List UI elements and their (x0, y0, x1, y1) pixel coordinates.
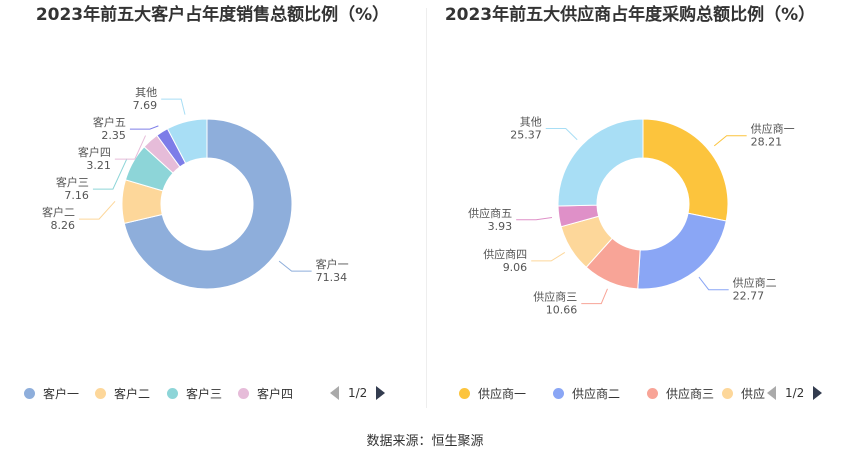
legend-item[interactable]: 客户四 (238, 383, 293, 403)
slice-value-label: 7.16 (64, 189, 89, 202)
slice-value-label: 3.93 (488, 220, 512, 233)
label-leader-line (581, 288, 608, 305)
legend-label: 客户四 (257, 386, 294, 401)
legend-item[interactable]: 供应商三 (647, 383, 714, 403)
label-leader-line (129, 125, 159, 130)
legend-label: 客户二 (114, 386, 151, 401)
legend-label: 供应商三 (666, 386, 715, 401)
slice-label: 供应商二 (733, 276, 777, 290)
label-leader-line (545, 128, 578, 141)
slice-label: 其他 (520, 116, 542, 129)
chart-legend: 供应商一 供应商二 供应商三 供应 1/2 (425, 383, 850, 405)
chart-title: 2023年前五大供应商占年度采购总额比例（%） (444, 5, 816, 25)
donut-slice-1[interactable] (123, 118, 293, 290)
legend-item[interactable]: 供应 (722, 383, 765, 403)
data-source-note: 数据来源：恒生聚源 (366, 434, 484, 449)
slice-value-label: 8.26 (51, 219, 76, 232)
slice-value-label: 10.66 (546, 304, 578, 317)
slice-label: 客户一 (316, 257, 349, 271)
slice-value-label: 28.21 (751, 136, 783, 149)
legend-prev-page-icon[interactable] (767, 386, 776, 400)
slice-label: 客户二 (42, 205, 75, 219)
slice-value-label: 22.77 (733, 290, 765, 303)
label-leader-line (698, 276, 729, 291)
slice-label: 客户三 (56, 175, 89, 189)
legend-dot-icon (24, 387, 35, 399)
slice-label: 客户五 (93, 115, 126, 129)
slice-label: 供应商五 (468, 206, 512, 220)
legend-dot-icon (95, 387, 106, 399)
legend-label: 供应商二 (572, 386, 621, 401)
slice-value-label: 7.69 (133, 99, 158, 112)
chart-title: 2023年前五大客户占年度销售总额比例（%） (35, 5, 390, 25)
legend-label: 供应 (741, 386, 766, 401)
legend-pager: 1/2 (767, 383, 823, 403)
legend-label: 供应商一 (478, 386, 527, 401)
legend-item[interactable]: 供应商二 (553, 383, 620, 403)
legend-item[interactable]: 客户一 (24, 383, 79, 403)
slice-value-label: 25.37 (510, 129, 542, 142)
legend-prev-page-icon[interactable] (330, 386, 339, 400)
donut-slice-6[interactable] (557, 118, 644, 207)
label-leader-line (531, 252, 566, 262)
slice-label: 供应商一 (751, 122, 795, 136)
label-leader-line (278, 260, 312, 272)
slice-label: 供应商四 (483, 247, 527, 261)
label-leader-line (92, 158, 128, 190)
legend-item[interactable]: 客户三 (167, 383, 222, 403)
donut-slice-2[interactable] (637, 212, 727, 290)
legend-page-indicator: 1/2 (785, 386, 805, 400)
slice-value-label: 3.21 (86, 159, 111, 172)
legend-pager: 1/2 (330, 383, 386, 403)
legend-page-indicator: 1/2 (348, 386, 368, 400)
legend-dot-icon (238, 387, 249, 399)
label-leader-line (516, 216, 553, 221)
legend-dot-icon (722, 387, 733, 399)
slice-value-label: 9.06 (503, 261, 527, 274)
legend-dot-icon (459, 387, 470, 399)
label-leader-line (114, 135, 146, 160)
legend-next-page-icon[interactable] (376, 386, 386, 400)
legend-item[interactable]: 客户二 (95, 383, 150, 403)
legend-item[interactable]: 供应商一 (459, 383, 526, 403)
legend-dot-icon (647, 387, 658, 399)
legend-dot-icon (553, 387, 564, 399)
legend-label: 客户三 (186, 386, 223, 401)
legend-dot-icon (167, 387, 178, 399)
legend-label: 客户一 (43, 386, 80, 401)
chart-legend: 客户一 客户二 客户三 客户四 1/2 (0, 383, 425, 405)
slice-value-label: 2.35 (101, 129, 126, 142)
donut-slice-6[interactable] (166, 118, 208, 164)
donut-slice-1[interactable] (642, 118, 729, 222)
slice-label: 供应商三 (533, 290, 577, 304)
slice-value-label: 71.34 (316, 271, 348, 284)
panel-divider (426, 8, 427, 408)
slice-label: 客户四 (78, 145, 111, 159)
label-leader-line (79, 200, 116, 220)
legend-next-page-icon[interactable] (813, 386, 823, 400)
customer-chart-panel: 2023年前五大客户占年度销售总额比例（%） 客户一 71.34 客户二 8.26 客户… (0, 0, 425, 420)
label-leader-line (713, 135, 747, 147)
supplier-chart-panel: 2023年前五大供应商占年度采购总额比例（%） 供应商一 28.21 供应商二 22.… (425, 0, 850, 420)
slice-label: 其他 (135, 86, 157, 99)
label-leader-line (161, 98, 186, 115)
